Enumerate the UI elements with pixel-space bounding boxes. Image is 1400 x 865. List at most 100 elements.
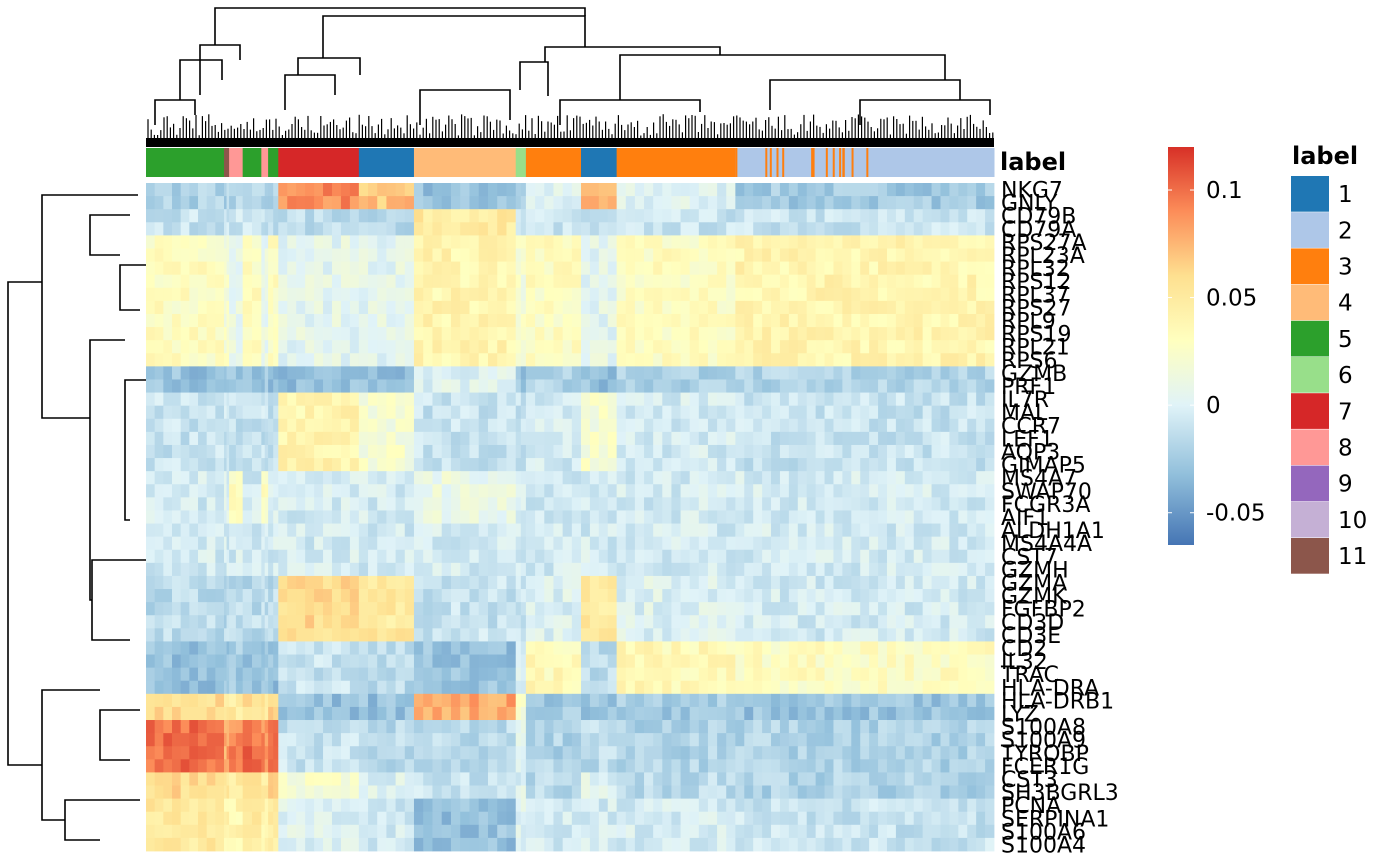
heatmap-cell — [423, 405, 433, 420]
heatmap-cell — [368, 274, 378, 289]
heatmap-cell — [735, 667, 745, 682]
heatmap-cell — [305, 405, 315, 420]
heatmap-cell — [895, 628, 906, 642]
heatmap-cell — [460, 183, 470, 197]
heatmap-cell — [226, 392, 230, 407]
heatmap-cell — [314, 798, 324, 813]
heatmap-cell — [146, 484, 156, 498]
heatmap-cell — [815, 628, 825, 642]
heatmap-cell — [268, 287, 274, 302]
heatmap-cell — [535, 248, 545, 262]
heatmap-cell — [450, 759, 461, 773]
heatmap-cell — [460, 444, 470, 459]
heatmap-cell — [340, 746, 351, 760]
heatmap-cell — [931, 575, 941, 590]
heatmap-cell — [976, 497, 986, 511]
heatmap-cell — [625, 785, 636, 800]
heatmap-cell — [172, 431, 182, 446]
heatmap-cell — [487, 183, 498, 197]
heatmap-cell — [377, 720, 387, 734]
heatmap-cell — [261, 222, 266, 236]
heatmap-cell — [229, 484, 237, 498]
heatmap-cell — [653, 523, 663, 538]
heatmap-cell — [242, 811, 253, 826]
heatmap-cell — [562, 720, 573, 734]
heatmap-cell — [753, 274, 763, 289]
heatmap-cell — [940, 602, 950, 616]
heatmap-cell — [833, 366, 843, 380]
heatmap-cell — [869, 471, 879, 485]
heatmap-cell — [589, 562, 600, 577]
heatmap-cell — [189, 444, 199, 459]
heatmap-cell — [644, 811, 654, 826]
heatmap-cell — [460, 785, 470, 800]
heatmap-cell — [163, 209, 173, 223]
heatmap-cell — [967, 798, 977, 813]
heatmap-cell — [744, 680, 754, 695]
heatmap-cell — [520, 458, 527, 472]
heatmap-cell — [788, 510, 799, 524]
heatmap-cell — [172, 287, 182, 302]
heatmap-cell — [154, 471, 164, 485]
heatmap-cell — [229, 536, 237, 551]
heatmap-cell — [331, 575, 342, 590]
heatmap-cell — [261, 248, 266, 262]
heatmap-cell — [833, 392, 843, 407]
heatmap-cell — [368, 798, 378, 813]
heatmap-cell — [607, 379, 618, 393]
heatmap-cell — [698, 680, 709, 695]
heatmap-cell — [886, 706, 897, 721]
heatmap-cell — [815, 733, 825, 747]
heatmap-cell — [644, 510, 654, 524]
heatmap-cell — [395, 366, 406, 380]
heatmap-cell — [296, 759, 306, 773]
heatmap-cell — [762, 523, 772, 538]
heatmap-cell — [562, 798, 573, 813]
heatmap-cell — [520, 798, 527, 813]
heatmap-cell — [607, 327, 618, 341]
heatmap-cell — [460, 562, 470, 577]
heatmap-cell — [904, 628, 915, 642]
heatmap-cell — [323, 261, 333, 276]
heatmap-cell — [478, 248, 489, 262]
heatmap-cell — [296, 589, 306, 603]
heatmap-cell — [441, 811, 452, 826]
heatmap-cell — [349, 300, 360, 315]
heatmap-cell — [904, 300, 915, 315]
heatmap-cell — [726, 444, 736, 459]
heatmap-cell — [273, 300, 279, 315]
heatmap-cell — [662, 589, 672, 603]
heatmap-cell — [744, 733, 754, 747]
heatmap-cell — [771, 641, 781, 655]
heatmap-cell — [707, 798, 718, 813]
heatmap-cell — [349, 418, 360, 433]
heatmap-cell — [616, 300, 627, 315]
heatmap-cell — [146, 418, 156, 433]
heatmap-cell — [368, 209, 378, 223]
heatmap-cell — [553, 746, 564, 760]
heatmap-cell — [976, 759, 986, 773]
heatmap-cell — [878, 300, 888, 315]
heatmap-cell — [671, 471, 681, 485]
heatmap-cell — [180, 654, 190, 669]
heatmap-cell — [441, 798, 452, 813]
heatmap-cell — [525, 287, 536, 302]
heatmap-cell — [215, 196, 225, 210]
heatmap-cell — [878, 575, 888, 590]
heatmap-cell — [779, 536, 790, 551]
heatmap-cell — [198, 222, 208, 236]
heatmap-cell — [913, 798, 924, 813]
heatmap-cell — [644, 693, 654, 708]
heatmap-cell — [644, 327, 654, 341]
heatmap-cell — [904, 366, 915, 380]
heatmap-cell — [806, 248, 817, 262]
heatmap-cell — [634, 196, 645, 210]
heatmap-cell — [644, 772, 654, 786]
heatmap-cell — [264, 785, 269, 800]
heatmap-cell — [949, 248, 959, 262]
heatmap-cell — [958, 589, 968, 603]
heatmap-cell — [860, 680, 870, 695]
heatmap-cell — [460, 222, 470, 236]
heatmap-cell — [958, 222, 968, 236]
heatmap-cell — [553, 235, 564, 249]
